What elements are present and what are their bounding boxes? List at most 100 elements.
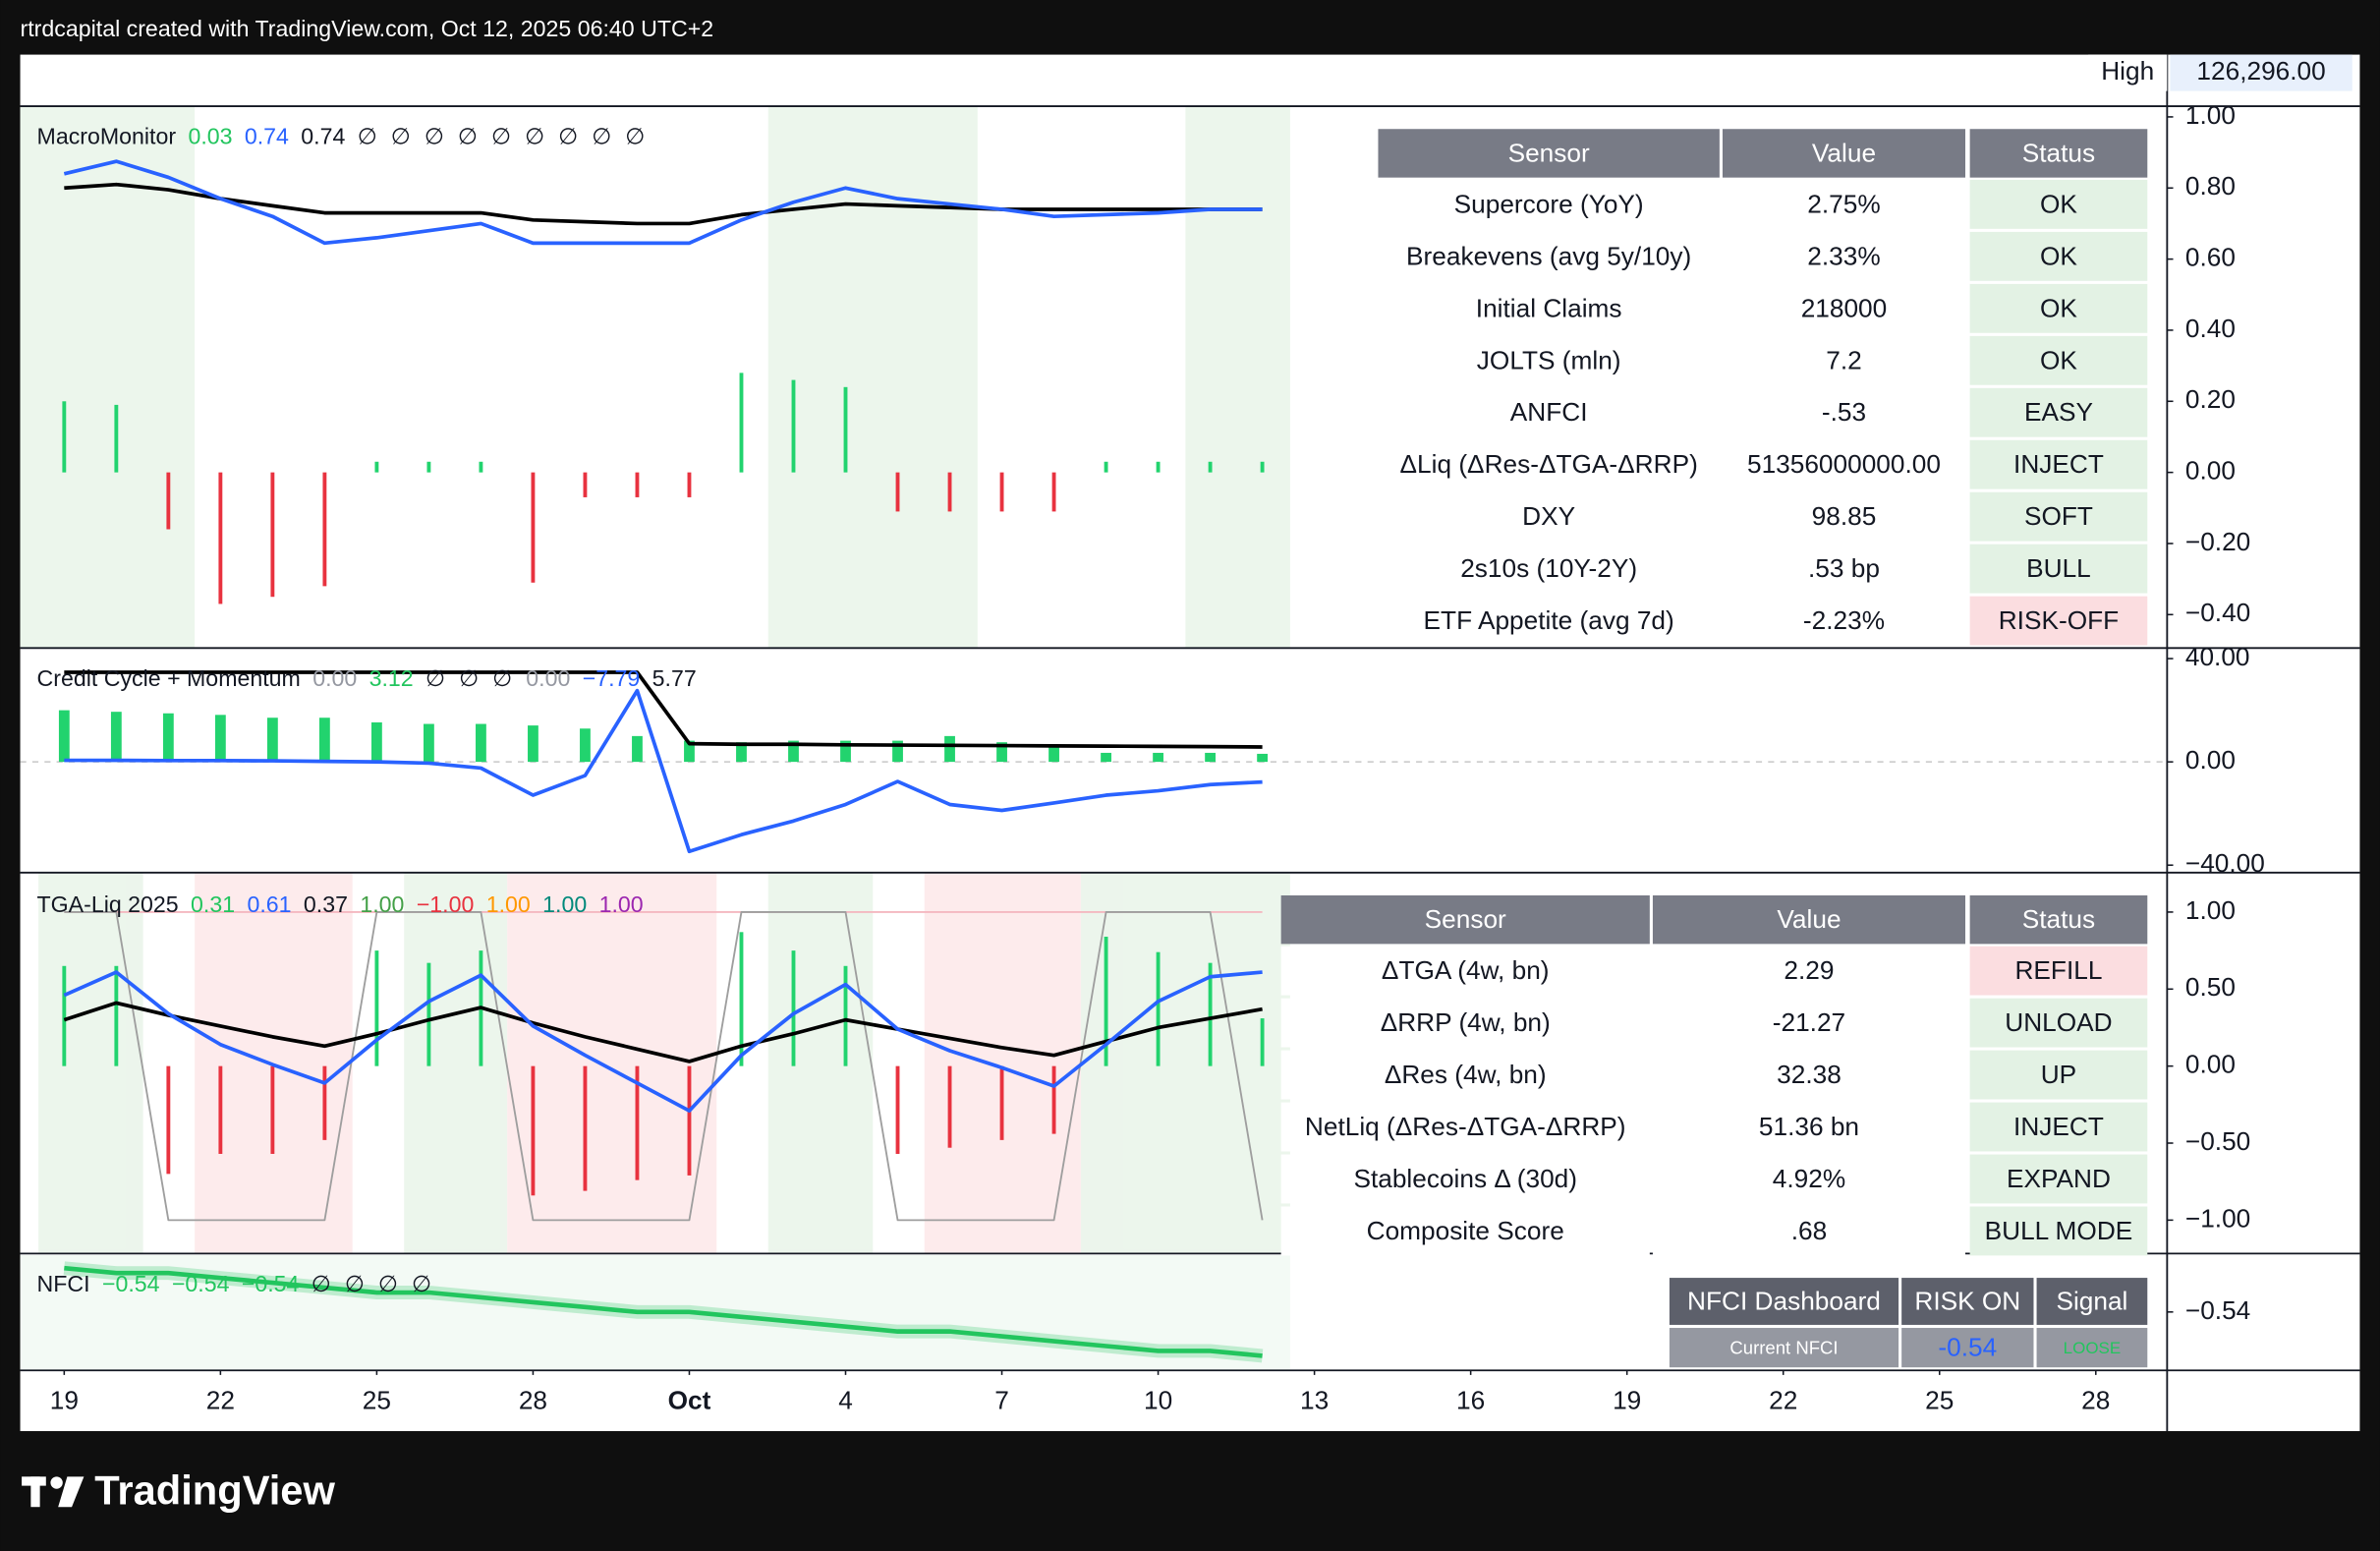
legend-value: 0.31	[191, 891, 235, 917]
table-cell	[1969, 283, 2148, 333]
histogram-bar	[1051, 472, 1056, 512]
table-header: Status	[2022, 138, 2095, 167]
table-cell	[1969, 544, 2148, 594]
table-cell-text: Current NFCI	[1729, 1338, 1838, 1358]
table-cell-text: BULL	[2026, 553, 2091, 583]
y-tick-label: 1.00	[2185, 100, 2236, 130]
shade	[1080, 872, 1290, 1254]
table-cell	[1378, 335, 1720, 385]
y-tick-label: 0.00	[2185, 745, 2236, 775]
table-cell	[1969, 946, 2148, 996]
histogram-bar	[895, 472, 900, 512]
histogram-bar	[1156, 951, 1161, 1066]
histogram-bar	[791, 950, 796, 1066]
y-tick-label: 0.00	[2185, 456, 2236, 486]
legend-value: 0.74	[301, 124, 345, 149]
histogram-bar	[166, 1065, 171, 1175]
legend-value: 1.00	[542, 891, 587, 917]
regime-shading	[20, 106, 1290, 1371]
table-cell	[1969, 179, 2148, 229]
y-tick-label: 40.00	[2185, 642, 2250, 671]
table-cell	[1969, 998, 2148, 1048]
series-line	[64, 911, 1264, 1222]
y-tick-label: 0.20	[2185, 384, 2236, 414]
histogram-bar	[947, 1065, 952, 1148]
histogram-bar	[266, 718, 278, 763]
histogram-bar	[479, 461, 483, 473]
table-cell	[1969, 335, 2148, 385]
y-tick-label: −0.20	[2185, 527, 2250, 556]
x-tick-label: 16	[1456, 1386, 1485, 1415]
y-tick-label: 1.00	[2185, 895, 2236, 925]
table-cell-text: REFILL	[2014, 955, 2102, 985]
pane-title: TGA-Liq 2025	[37, 891, 179, 917]
histogram-bar	[374, 950, 379, 1066]
histogram-bar	[62, 965, 67, 1066]
legend-value: ∅	[492, 665, 512, 691]
shade	[924, 872, 1081, 1254]
histogram-bar	[840, 740, 851, 763]
table-cell	[1378, 283, 1720, 333]
histogram-bar	[374, 461, 379, 473]
table-cell-text: OK	[2040, 345, 2077, 374]
table-cell	[1969, 1206, 2148, 1256]
series-line	[64, 1265, 1263, 1358]
table-cell-text: 7.2	[1826, 345, 1861, 374]
table-cell-text: OK	[2040, 189, 2077, 218]
pane-title: NFCI	[37, 1271, 90, 1296]
table-cell-text: 4.92%	[1773, 1164, 1845, 1193]
table-cell-text: EASY	[2024, 397, 2093, 427]
legend-value: ∅	[312, 1271, 331, 1296]
table-cell-text: ΔLiq (ΔRes-ΔTGA-ΔRRP)	[1400, 449, 1698, 479]
table-header: Status	[2022, 904, 2095, 934]
table-header: Signal	[2056, 1286, 2127, 1315]
histogram-bar	[62, 401, 67, 473]
table-cell-text: OK	[2040, 241, 2077, 270]
table-cell-text: Stablecoins Δ (30d)	[1353, 1164, 1577, 1193]
histogram-bar	[892, 740, 903, 763]
table-cell	[1969, 1050, 2148, 1100]
table-cell	[1669, 1328, 1899, 1368]
table-header: Sensor	[1508, 138, 1590, 167]
table-header-cell	[1280, 894, 1650, 945]
histogram-bar	[1048, 745, 1059, 763]
legend-value: −0.54	[102, 1271, 160, 1296]
x-tick-label: 13	[1300, 1386, 1329, 1415]
x-tick-label: 10	[1144, 1386, 1172, 1415]
x-tick-label: 22	[206, 1386, 235, 1415]
price-label-box	[2088, 54, 2168, 91]
table-header: Value	[1812, 138, 1876, 167]
header-text: rtrdcapital created with TradingView.com…	[21, 16, 714, 41]
series-line	[63, 970, 1263, 1113]
histogram-bar	[270, 1065, 275, 1154]
histogram-bar	[635, 472, 640, 497]
table-cell-text: DXY	[1522, 501, 1575, 531]
legend-value: ∅	[412, 1271, 431, 1296]
histogram-bar	[476, 723, 486, 763]
series-line	[63, 159, 1263, 246]
table-cell-text: NetLiq (ΔRes-ΔTGA-ΔRRP)	[1305, 1112, 1626, 1141]
histogram-bar	[843, 965, 848, 1066]
table-cell	[1378, 544, 1720, 594]
histogram-bar	[114, 404, 119, 473]
table-cell	[1722, 283, 1965, 333]
legend-value: 3.12	[369, 665, 414, 691]
table-cell-text: 51.36 bn	[1759, 1112, 1859, 1141]
x-tick-label: 28	[519, 1386, 547, 1415]
logo	[22, 1476, 85, 1508]
histogram-bar	[632, 735, 643, 763]
histogram-bar	[999, 1065, 1004, 1140]
histogram-bar	[162, 713, 174, 763]
y-tick-label: −40.00	[2185, 848, 2265, 878]
histogram-bar	[687, 1065, 692, 1176]
legend-value: 1.00	[599, 891, 644, 917]
shade	[1185, 106, 1290, 649]
histogram-bar	[999, 472, 1004, 512]
histogram-bar	[684, 740, 695, 763]
table-cell	[1378, 491, 1720, 542]
legend-value: 0.03	[188, 124, 232, 149]
table-cell	[1969, 387, 2148, 437]
histogram-bar	[1104, 461, 1108, 473]
table-header-cell	[1722, 129, 1965, 178]
